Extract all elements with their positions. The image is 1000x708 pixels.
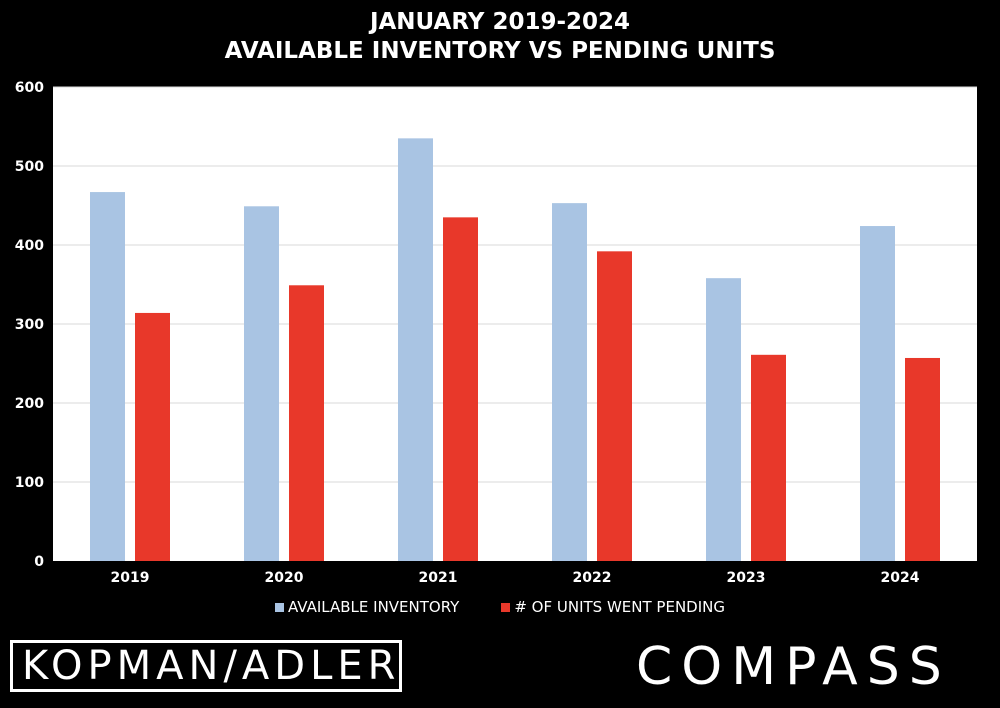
bar-pending-2024 bbox=[905, 357, 940, 561]
x-tick-label: 2022 bbox=[573, 570, 612, 586]
bar-pending-2023 bbox=[751, 354, 786, 561]
legend-label-inventory: AVAILABLE INVENTORY bbox=[288, 598, 460, 616]
y-tick-label: 200 bbox=[15, 396, 44, 412]
y-tick-label: 500 bbox=[15, 159, 44, 175]
legend-item-inventory: AVAILABLE INVENTORY bbox=[275, 598, 459, 616]
bar-pending-2022 bbox=[597, 251, 632, 561]
bar-inventory-2021 bbox=[398, 138, 433, 561]
legend-swatch-inventory bbox=[275, 602, 284, 612]
x-tick-label: 2021 bbox=[419, 570, 458, 586]
x-tick-label: 2020 bbox=[265, 570, 304, 586]
gridlines bbox=[53, 86, 977, 483]
bar-inventory-2019 bbox=[90, 192, 125, 561]
legend: AVAILABLE INVENTORY # OF UNITS WENT PEND… bbox=[0, 598, 1000, 616]
x-axis-ticks: 2019 2020 2021 2022 2023 2024 bbox=[111, 570, 920, 586]
y-tick-label: 400 bbox=[15, 238, 44, 254]
y-tick-label: 600 bbox=[15, 80, 44, 96]
bar-inventory-2023 bbox=[706, 278, 741, 561]
bar-pending-2019 bbox=[135, 312, 170, 561]
bar-inventory-2020 bbox=[244, 206, 279, 562]
bar-pending-2021 bbox=[443, 217, 478, 561]
x-tick-label: 2024 bbox=[881, 570, 920, 586]
legend-item-pending: # OF UNITS WENT PENDING bbox=[501, 598, 725, 616]
logo-frame bbox=[10, 640, 402, 692]
bar-inventory-2022 bbox=[552, 203, 587, 561]
chart-title: JANUARY 2019-2024 AVAILABLE INVENTORY VS… bbox=[0, 8, 1000, 66]
kopman-adler-logo: KOPMAN/ADLER bbox=[10, 640, 402, 692]
y-axis-ticks: 0 100 200 300 400 500 600 bbox=[15, 80, 44, 570]
bars-group bbox=[90, 138, 940, 562]
y-tick-label: 300 bbox=[15, 317, 44, 333]
kopman-adler-wordmark: KOPMAN/ADLER bbox=[22, 643, 401, 689]
compass-logo: COMPASS bbox=[636, 637, 951, 697]
bar-pending-2020 bbox=[289, 285, 324, 561]
x-tick-label: 2019 bbox=[111, 570, 150, 586]
legend-label-pending: # OF UNITS WENT PENDING bbox=[514, 598, 725, 616]
bar-inventory-2024 bbox=[860, 226, 895, 562]
y-tick-label: 100 bbox=[15, 475, 44, 491]
chart-title-line-2: AVAILABLE INVENTORY VS PENDING UNITS bbox=[224, 38, 776, 64]
x-tick-label: 2023 bbox=[727, 570, 766, 586]
y-tick-label: 0 bbox=[34, 554, 44, 570]
legend-swatch-pending bbox=[501, 602, 511, 612]
chart-title-line-1: JANUARY 2019-2024 bbox=[369, 9, 631, 35]
